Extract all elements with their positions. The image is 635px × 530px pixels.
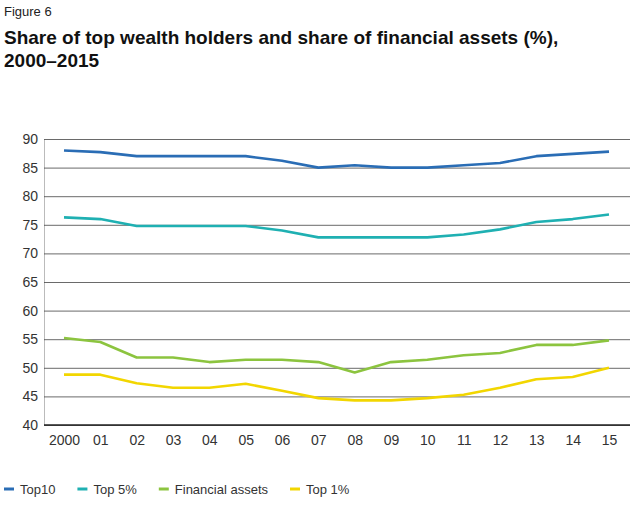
x-tick: 04 — [202, 425, 218, 448]
chart-svg: 40 45 50 55 60 65 70 75 80 85 90 2000 01 02 03 04 05 06 07… — [0, 0, 635, 530]
grid-line — [44, 339, 630, 340]
x-tick: 13 — [529, 425, 545, 448]
legend-label: Top 5% — [93, 482, 137, 497]
y-tick-label: 90 — [22, 131, 38, 147]
x-tick-label: 2000 — [49, 432, 80, 448]
y-tick: 90 — [22, 131, 630, 147]
y-tick: 60 — [22, 303, 630, 319]
x-tick: 10 — [420, 425, 436, 448]
legend-swatch — [77, 488, 87, 491]
chart-title: Share of top wealth holders and share of… — [4, 26, 564, 72]
x-tick: 05 — [238, 425, 254, 448]
x-tick: 15 — [602, 425, 618, 448]
series-line — [64, 150, 609, 167]
x-tick-label: 13 — [529, 432, 545, 448]
x-axis: 2000 01 02 03 04 05 06 07 08 09 10 11 12 13 14 15 — [44, 425, 630, 448]
y-tick-label: 65 — [22, 274, 38, 290]
y-tick-label: 75 — [22, 217, 38, 233]
legend: Top10 Top 5% Financial assets Top 1% — [4, 482, 350, 497]
series-line — [64, 368, 609, 401]
x-tick: 07 — [311, 425, 327, 448]
x-tick: 12 — [493, 425, 509, 448]
y-tick-label: 70 — [22, 245, 38, 261]
x-tick-label: 06 — [275, 432, 291, 448]
x-tick-label: 05 — [238, 432, 254, 448]
x-tick: 03 — [166, 425, 182, 448]
x-tick: 14 — [565, 425, 581, 448]
x-tick: 02 — [129, 425, 145, 448]
x-tick-label: 14 — [565, 432, 581, 448]
y-tick: 70 — [22, 245, 630, 261]
x-tick-label: 04 — [202, 432, 218, 448]
x-tick-label: 15 — [602, 432, 618, 448]
x-tick: 06 — [275, 425, 291, 448]
x-axis-line — [44, 424, 630, 426]
legend-swatch — [4, 488, 14, 491]
legend-swatch — [290, 488, 300, 491]
y-tick-label: 40 — [22, 417, 38, 433]
grid-line — [44, 139, 630, 140]
x-tick-label: 01 — [93, 432, 109, 448]
y-axis: 40 45 50 55 60 65 70 75 80 85 90 — [22, 131, 630, 433]
legend-swatch — [159, 488, 169, 491]
grid-line — [44, 396, 630, 397]
legend-label: Top 1% — [306, 482, 350, 497]
x-tick: 11 — [457, 425, 472, 448]
grid-line — [44, 253, 630, 254]
x-tick: 01 — [93, 425, 109, 448]
legend-item: Financial assets — [159, 482, 269, 497]
y-tick-label: 55 — [22, 331, 38, 347]
y-tick: 65 — [22, 274, 630, 290]
legend-label: Financial assets — [175, 482, 269, 497]
figure-label: Figure 6 — [4, 4, 52, 19]
x-tick: 2000 — [49, 425, 80, 448]
x-tick: 09 — [384, 425, 400, 448]
x-tick-label: 08 — [347, 432, 363, 448]
lines — [64, 150, 609, 400]
x-tick-label: 03 — [166, 432, 182, 448]
y-tick: 50 — [22, 360, 630, 376]
legend-item: Top 5% — [77, 482, 137, 497]
legend-item: Top10 — [4, 482, 55, 497]
grid-line — [44, 282, 630, 283]
grid-line — [44, 196, 630, 197]
y-tick-label: 85 — [22, 160, 38, 176]
series-line — [64, 215, 609, 238]
legend-item: Top 1% — [290, 482, 350, 497]
series-line — [64, 338, 609, 372]
y-tick: 45 — [22, 388, 630, 404]
grid-line — [44, 311, 630, 312]
x-tick-label: 02 — [129, 432, 145, 448]
x-tick-label: 12 — [493, 432, 509, 448]
y-tick-label: 45 — [22, 388, 38, 404]
legend-label: Top10 — [20, 482, 55, 497]
y-tick: 75 — [22, 217, 630, 233]
y-tick: 80 — [22, 188, 630, 204]
x-tick-label: 11 — [457, 432, 472, 448]
grid-line — [44, 168, 630, 169]
x-tick-label: 07 — [311, 432, 327, 448]
x-tick: 08 — [347, 425, 363, 448]
y-tick-label: 50 — [22, 360, 38, 376]
y-tick-label: 80 — [22, 188, 38, 204]
x-tick-label: 10 — [420, 432, 436, 448]
y-tick: 40 — [22, 417, 630, 433]
x-tick-label: 09 — [384, 432, 400, 448]
grid-line — [44, 425, 630, 426]
y-tick-label: 60 — [22, 303, 38, 319]
